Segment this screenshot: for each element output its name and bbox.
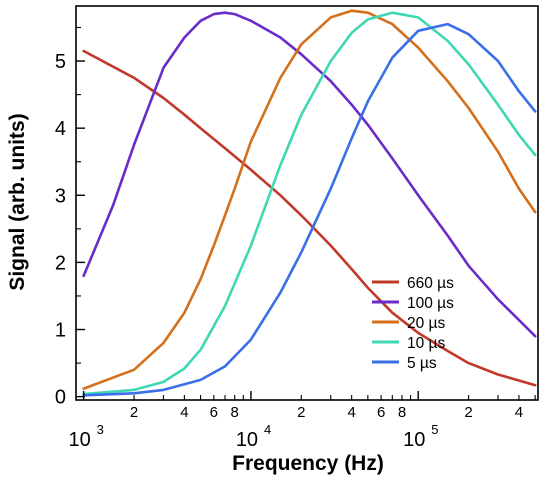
x-minor-tick-label-8: 2 <box>297 404 305 421</box>
series-line-3 <box>82 11 537 396</box>
x-minor-tick-label-2: 4 <box>180 404 188 421</box>
y-tick-label-1: 1 <box>55 320 66 342</box>
series-line-4 <box>82 22 537 397</box>
y-tick-label-3: 3 <box>55 185 66 207</box>
x-minor-tick-label-14: 8 <box>398 404 406 421</box>
series-line-0 <box>82 49 537 387</box>
x-minor-tick-label-18: 4 <box>515 404 523 421</box>
legend-label-3: 10 µs <box>407 335 445 352</box>
x-minor-tick-label-4: 6 <box>210 404 218 421</box>
y-tick-label-4: 4 <box>55 118 66 140</box>
x-tick-label-0: 10 <box>69 429 91 451</box>
legend-label-4: 5 µs <box>407 355 437 372</box>
x-tick-exponent-1: 4 <box>264 422 271 437</box>
x-tick-label-1: 10 <box>236 429 258 451</box>
x-minor-tick-label-16: 2 <box>464 404 472 421</box>
series-line-2 <box>82 9 537 390</box>
x-tick-exponent-2: 5 <box>431 422 438 437</box>
x-axis-title: Frequency (Hz) <box>232 452 384 475</box>
y-axis-title: Signal (arb. units) <box>6 113 29 290</box>
legend-label-1: 100 µs <box>407 295 454 312</box>
y-tick-label-0: 0 <box>55 387 66 409</box>
y-tick-label-2: 2 <box>55 252 66 274</box>
plot-frame <box>75 5 539 401</box>
x-tick-label-2: 10 <box>403 429 425 451</box>
y-tick-label-5: 5 <box>55 51 66 73</box>
x-minor-tick-label-0: 2 <box>130 404 138 421</box>
legend-label-0: 660 µs <box>407 275 454 292</box>
series-line-1 <box>82 11 537 338</box>
legend: 660 µs 100 µs 20 µs 10 µs 5 µs <box>372 275 454 372</box>
series-layer <box>82 9 537 397</box>
x-minor-tick-label-10: 4 <box>347 404 355 421</box>
legend-label-2: 20 µs <box>407 315 445 332</box>
x-tick-exponent-0: 3 <box>97 422 104 437</box>
x-minor-tick-label-12: 6 <box>377 404 385 421</box>
x-minor-tick-label-6: 8 <box>231 404 239 421</box>
